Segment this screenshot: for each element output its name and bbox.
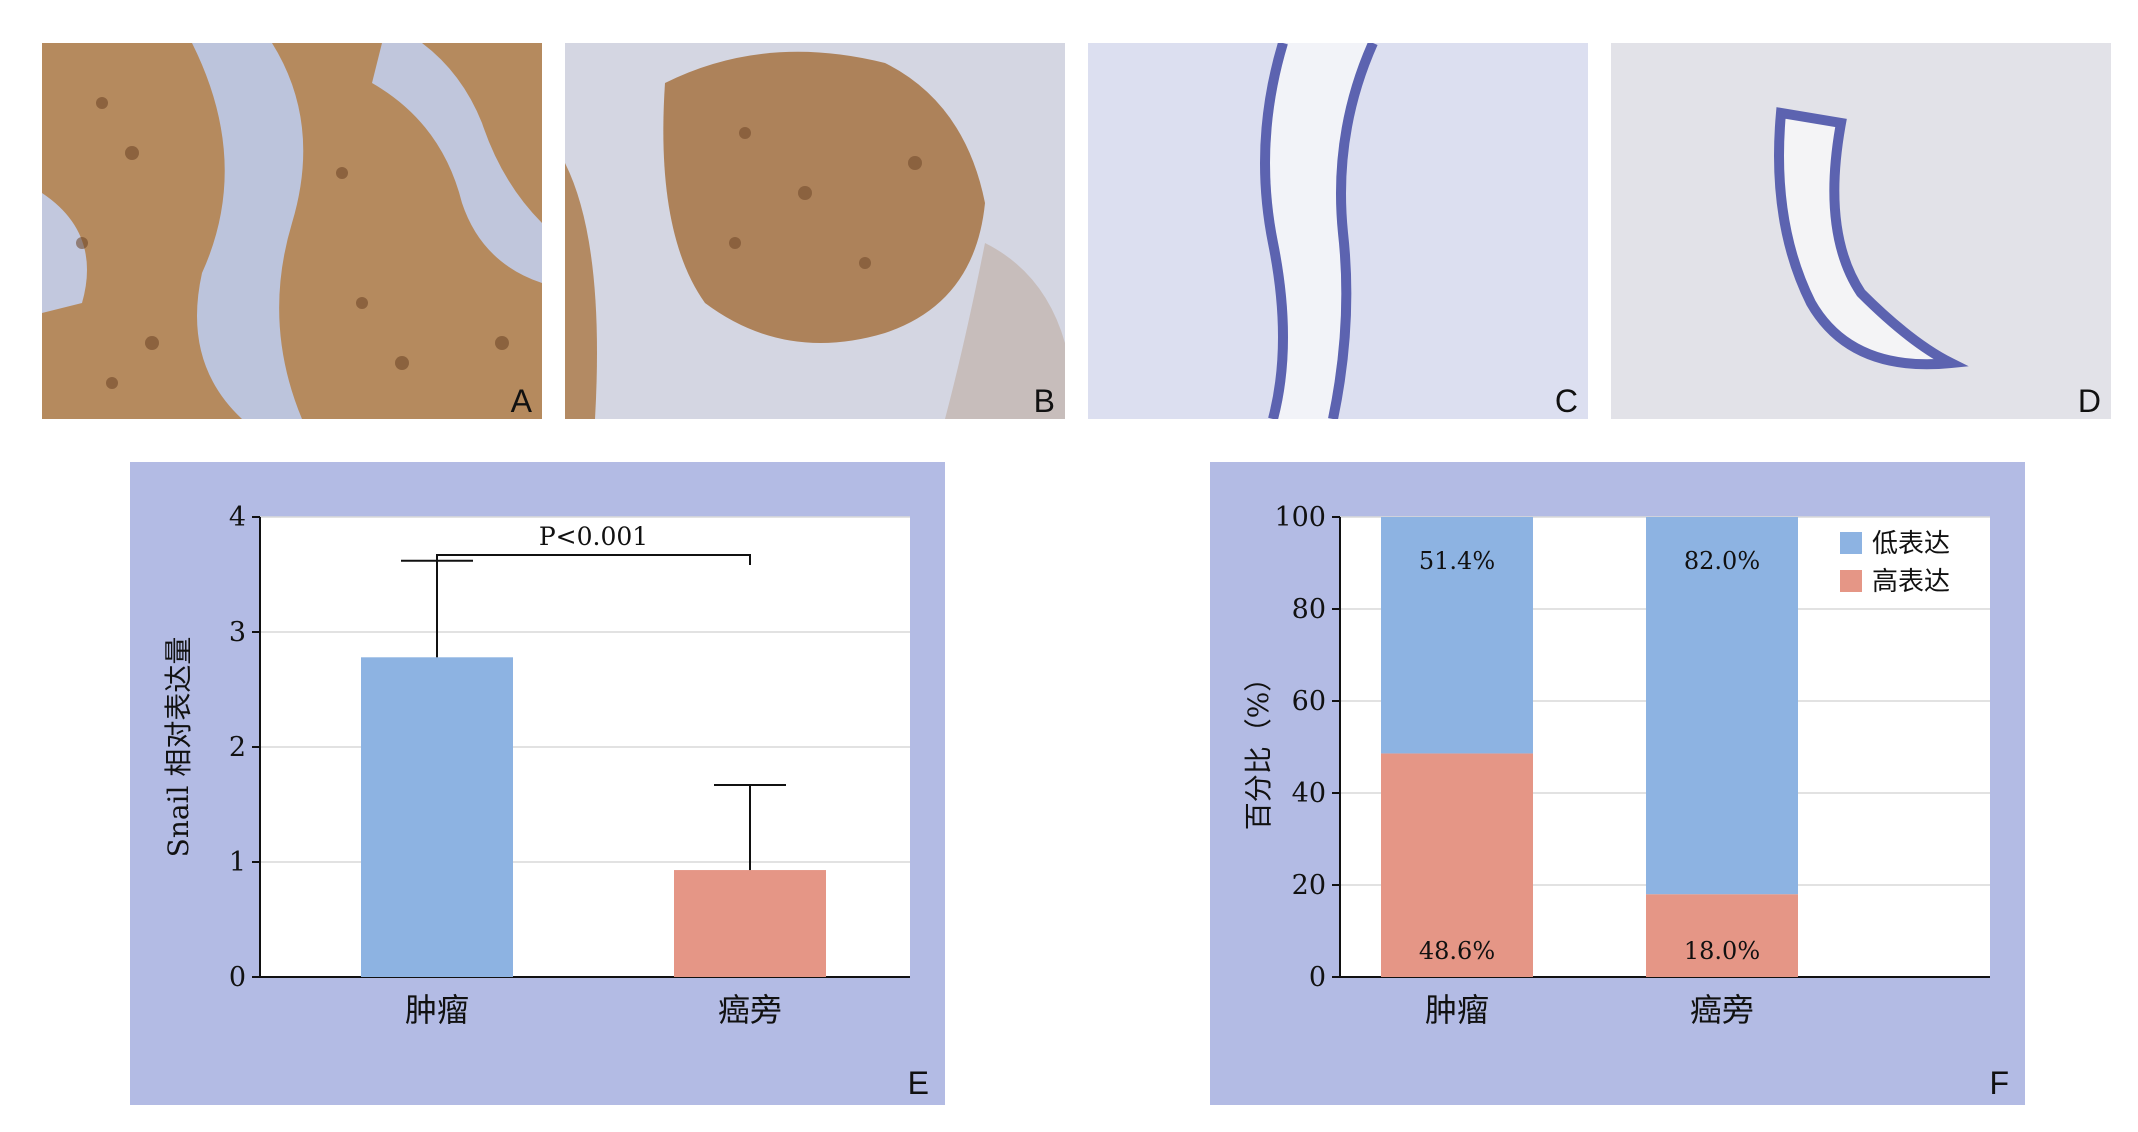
micrograph-c-image [1088,43,1588,419]
significance-bracket [436,554,751,565]
x-tick-label: 肿瘤 [405,991,469,1029]
y-tick-label: 2 [229,732,246,763]
stacked-bar-chart-percentage: 0 20 40 60 80 100 肿瘤 癌旁 百分比（%） 48.6% 51.4% 18.0% 82.… [1242,502,1990,1029]
panel-label: C [1554,383,1578,419]
data-label: 51.4% [1419,547,1495,575]
y-tick-label: 80 [1292,594,1326,625]
y-tick-label: 4 [229,502,246,533]
panel-e-chart: 0 1 2 3 4 肿瘤 癌旁 Snail 相对表达量 P<0.001 E [130,462,945,1105]
stacked-bar-segment [1381,517,1533,754]
stacked-bar-segment [1381,753,1533,977]
panel-label: F [1989,1065,2009,1101]
panel-label: B [1033,383,1055,419]
data-label: 48.6% [1419,937,1495,965]
x-tick-label: 肿瘤 [1425,991,1489,1029]
y-tick-label: 100 [1274,502,1326,533]
panel-label: A [510,383,532,419]
legend-label: 低表达 [1872,529,1950,559]
y-tick-label: 40 [1292,778,1326,809]
micrograph-b: B [565,43,1065,419]
data-label: 82.0% [1684,547,1760,575]
y-tick-label: 60 [1292,686,1326,717]
bar [361,657,513,977]
y-tick-label: 3 [229,617,246,648]
y-tick-label: 1 [229,847,246,878]
y-tick-label: 0 [229,962,246,993]
data-label: 18.0% [1684,937,1760,965]
micrograph-d-image [1611,43,2111,419]
micrograph-a-image [42,43,542,419]
significance-label: P<0.001 [539,522,648,551]
panel-label: E [907,1065,929,1101]
x-tick-label: 癌旁 [718,991,782,1029]
y-tick-label: 0 [1309,962,1326,993]
legend-label: 高表达 [1872,567,1950,597]
bar-chart-snail-expression: 0 1 2 3 4 肿瘤 癌旁 Snail 相对表达量 P<0.001 [162,502,910,1029]
legend-swatch [1840,532,1862,554]
x-tick-label: 癌旁 [1690,991,1754,1029]
panel-f-chart: 0 20 40 60 80 100 肿瘤 癌旁 百分比（%） 48.6% 51.4% 18.0% 82.… [1210,462,2025,1105]
micrograph-a: A [42,43,542,419]
micrograph-b-image [565,43,1065,419]
bar [674,870,826,977]
micrograph-d: D [1611,43,2111,419]
panel-label: D [2077,383,2101,419]
stacked-bar-segment [1646,894,1798,977]
legend-swatch [1840,570,1862,592]
y-axis-title: 百分比（%） [1242,664,1275,831]
y-tick-label: 20 [1292,870,1326,901]
y-axis-title: Snail 相对表达量 [162,637,195,858]
micrograph-c: C [1088,43,1588,419]
stacked-bar-segment [1646,517,1798,895]
